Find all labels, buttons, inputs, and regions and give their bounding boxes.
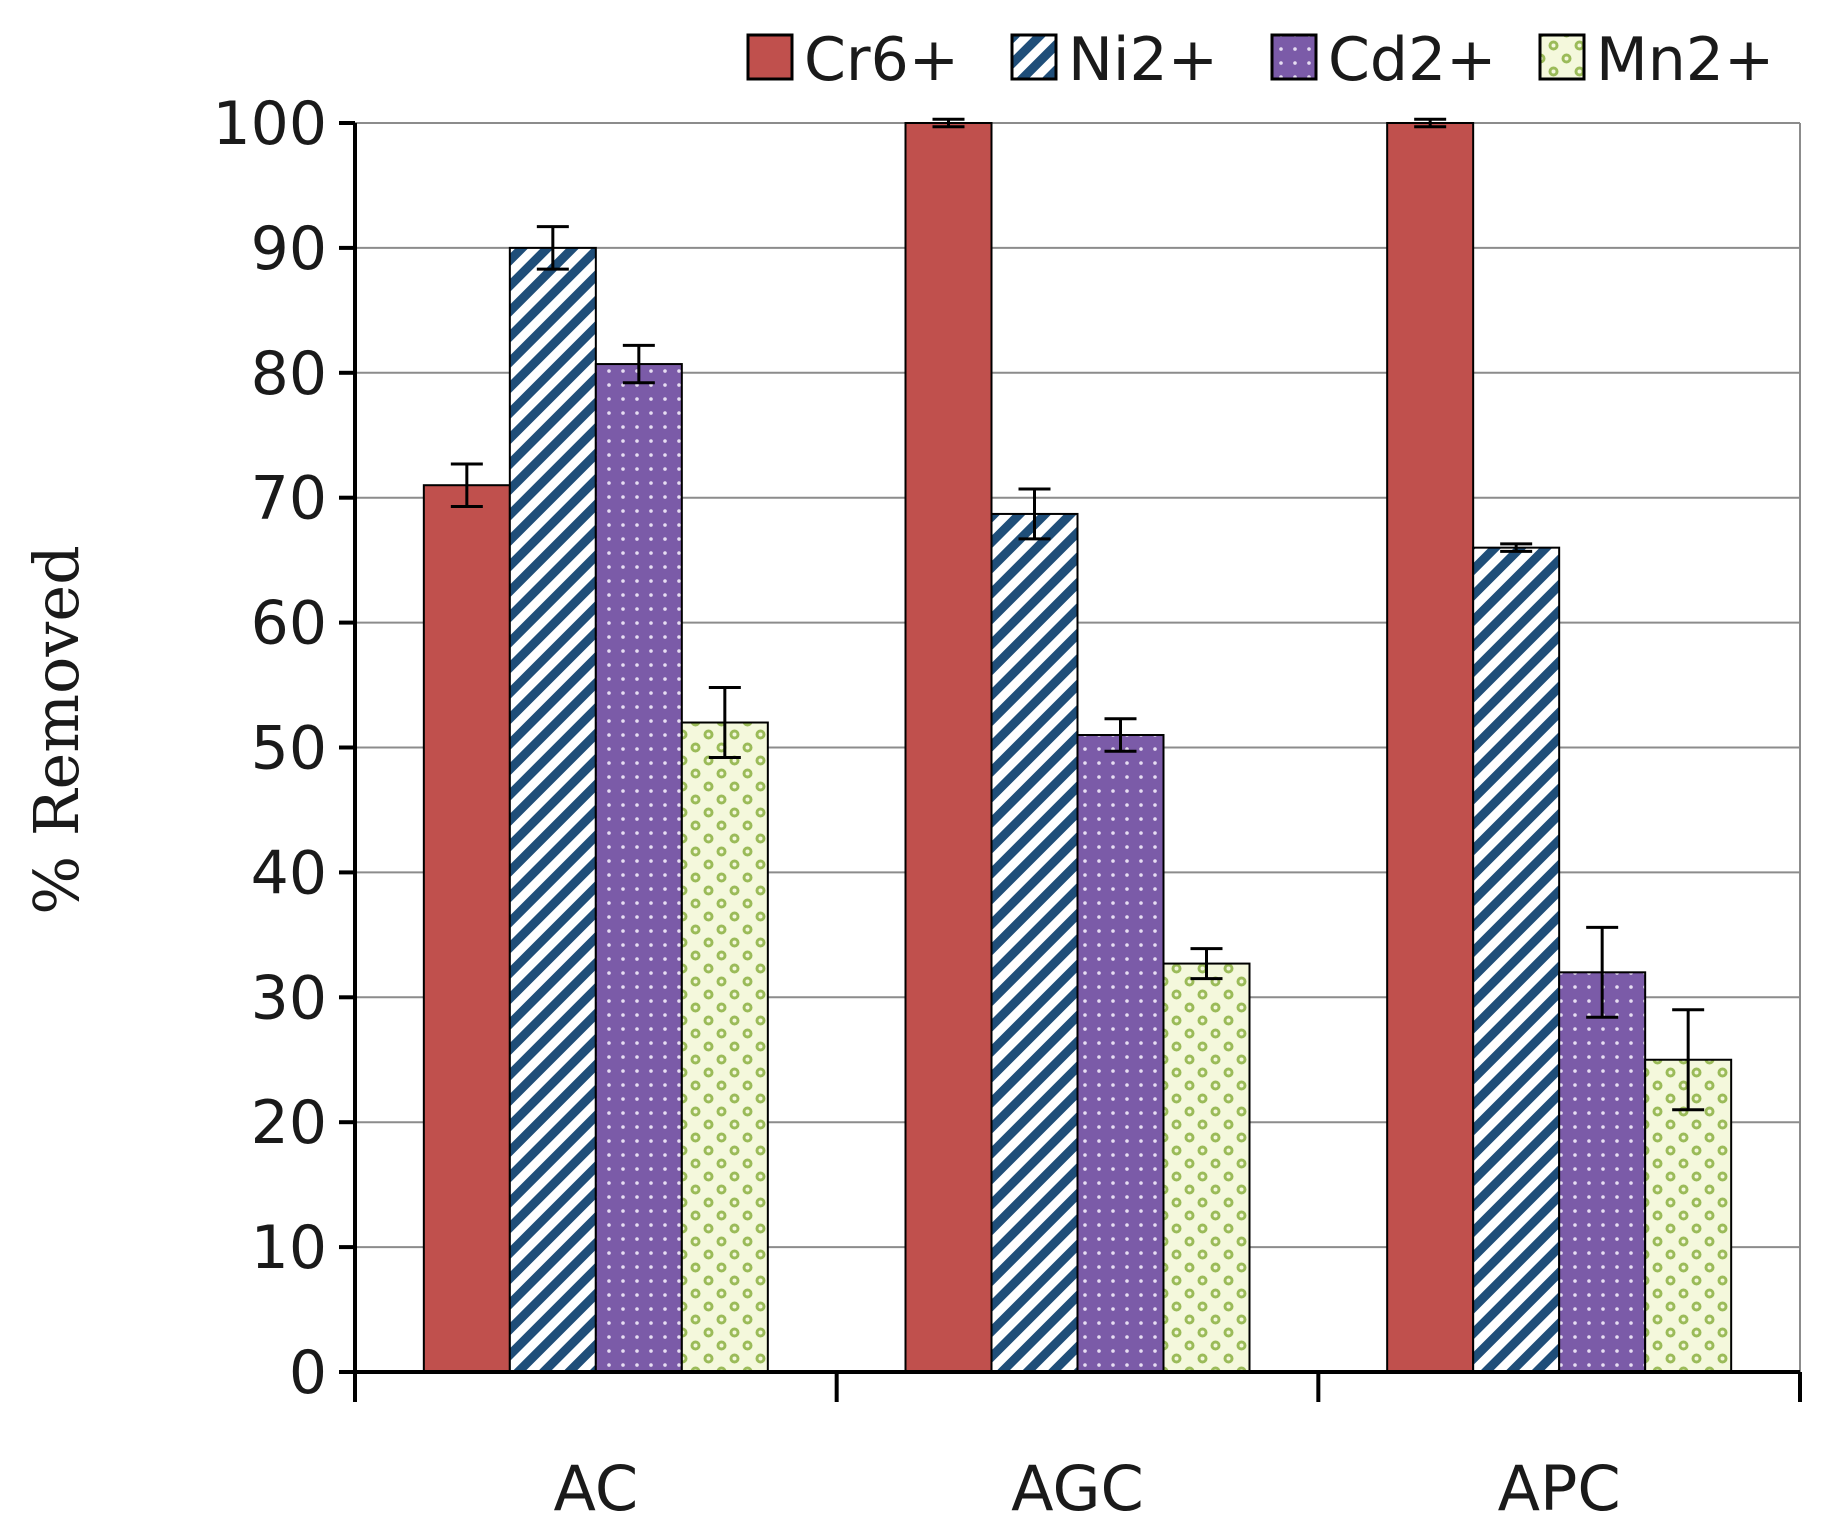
- legend-item: Cr6+: [746, 25, 959, 95]
- y-tick-label: 40: [251, 838, 327, 908]
- y-tick-label: 80: [251, 339, 327, 409]
- bars: [422, 122, 1733, 1374]
- bar-cr6-apc: [1386, 122, 1475, 1373]
- bar-cr6-ac: [422, 484, 511, 1373]
- x-category-label: AC: [554, 1452, 639, 1525]
- axes: 0 10 20 30 40 50 60 70 80 90 100 AC AGC APC: [212, 89, 1802, 1525]
- y-tick-label: 70: [251, 464, 327, 534]
- error-bar: [1672, 1008, 1705, 1112]
- bar-ni2-agc: [990, 512, 1079, 1373]
- error-bar: [932, 117, 965, 129]
- legend-swatch: [746, 33, 794, 81]
- legend-swatch: [1270, 33, 1318, 81]
- bar-cd2-apc: [1558, 971, 1647, 1373]
- y-axis-label: % Removed: [20, 545, 93, 915]
- y-tick-label: 20: [251, 1088, 327, 1158]
- legend-swatch: [1010, 33, 1058, 81]
- error-bar: [708, 686, 741, 759]
- error-bars: [450, 117, 1705, 1112]
- legend-item: Cd2+: [1270, 25, 1496, 95]
- y-tick-label: 0: [289, 1338, 327, 1408]
- legend-swatch: [1538, 33, 1586, 81]
- legend-label: Cd2+: [1328, 25, 1496, 95]
- bar-mn2-apc: [1644, 1058, 1733, 1373]
- y-tick-label: 50: [251, 714, 327, 784]
- error-bar: [1104, 717, 1137, 753]
- bar-cr6-agc: [904, 122, 993, 1373]
- bar-cd2-agc: [1076, 734, 1165, 1373]
- y-tick-label: 60: [251, 589, 327, 659]
- legend-label: Mn2+: [1596, 25, 1774, 95]
- error-bar: [536, 225, 569, 271]
- legend-item: Ni2+: [1010, 25, 1218, 95]
- error-bar: [1414, 117, 1447, 129]
- legend-label: Ni2+: [1068, 25, 1218, 95]
- error-bar: [1500, 542, 1533, 553]
- bar-cd2-ac: [594, 363, 683, 1373]
- x-category-label: APC: [1498, 1452, 1621, 1525]
- bar-ni2-apc: [1472, 546, 1561, 1373]
- error-bar: [450, 462, 483, 508]
- y-tick-label: 10: [251, 1213, 327, 1283]
- y-tick-label: 90: [251, 214, 327, 284]
- y-tick-label: 30: [251, 963, 327, 1033]
- legend-item: Mn2+: [1538, 25, 1774, 95]
- y-tick-label: 100: [212, 89, 327, 159]
- legend-label: Cr6+: [804, 25, 959, 95]
- bar-mn2-ac: [680, 721, 769, 1373]
- error-bar: [1586, 925, 1619, 1019]
- error-bar: [622, 343, 655, 385]
- error-bar: [1018, 487, 1051, 541]
- bar-mn2-agc: [1162, 962, 1251, 1374]
- x-category-label: AGC: [1011, 1452, 1144, 1525]
- bar-ni2-ac: [508, 246, 597, 1373]
- error-bar: [1190, 947, 1223, 981]
- legend: Cr6+ Ni2+ Cd2+ Mn2+: [746, 25, 1774, 95]
